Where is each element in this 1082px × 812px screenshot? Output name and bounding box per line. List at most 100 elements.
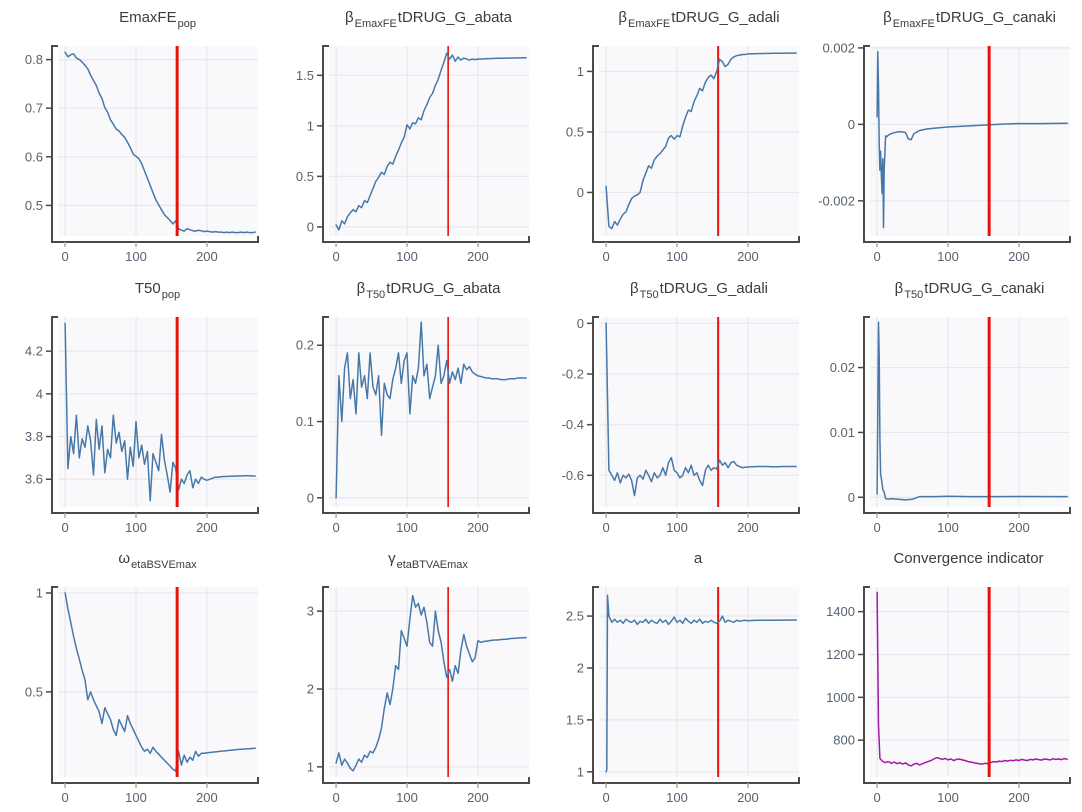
- plot-panel: [869, 316, 1070, 507]
- y-tick-label: -0.4: [562, 417, 584, 432]
- x-tick-label: 200: [467, 249, 489, 264]
- plot-canvas: 1 1.5 2 2.5 0 100 200: [566, 586, 800, 805]
- plot-canvas: 0.5 1 0 100 200: [25, 586, 259, 805]
- plot-panel: [58, 316, 258, 507]
- plot-title-subscript: EmaxFE: [892, 18, 935, 30]
- y-tick-label: 0.6: [25, 149, 43, 164]
- y-tick-label: 4.2: [25, 343, 43, 358]
- plot-canvas: 3.6 3.8 4 4.2 0 100 200: [25, 315, 259, 535]
- x-axis-spine: [321, 506, 530, 514]
- y-tick-label: 0.8: [25, 52, 43, 67]
- y-tick-label: 0.5: [566, 124, 584, 139]
- x-tick-label: 100: [937, 790, 959, 805]
- plot-title-subscript: EmaxFE: [354, 18, 397, 30]
- plot-canvas: 0 -0.2 -0.4 -0.6 0 100 200: [562, 315, 800, 535]
- y-tick-label: 2.5: [566, 609, 584, 624]
- plot-title: γetaBTVAEmax: [388, 551, 469, 571]
- parameter-trace-line: [605, 322, 797, 497]
- plot-canvas: 0 0.5 1 1.5 0 100 200: [295, 45, 530, 264]
- x-axis-spine: [862, 506, 1071, 514]
- x-tick-label: 0: [61, 249, 68, 264]
- x-tick-label: 0: [332, 790, 339, 805]
- y-tick-label: 1: [306, 118, 313, 133]
- subplot--emaxfetdrug-g-canaki: βEmaxFEtDRUG_G_canaki -0.002 0 0.002 0 100 200: [812, 0, 1082, 271]
- x-tick-label: 100: [396, 249, 418, 264]
- parameter-trace-line: [605, 594, 797, 773]
- x-tick-label: 0: [332, 520, 339, 535]
- y-tick-label: 0.1: [295, 414, 313, 429]
- plot-title-main: T50: [134, 279, 161, 297]
- y-tick-label: 1: [577, 64, 584, 79]
- plot-canvas: 0 0.1 0.2 0 100 200: [295, 315, 530, 535]
- y-axis-spine: [51, 45, 58, 236]
- x-tick-label: 200: [737, 790, 759, 805]
- y-tick-label: 3.8: [25, 429, 43, 444]
- plot-title-main: β: [894, 279, 904, 297]
- x-tick-label: 200: [467, 790, 489, 805]
- y-tick-label: 0.7: [25, 101, 43, 116]
- plot-title-main: EmaxFE: [119, 9, 177, 26]
- y-tick-label: 0.002: [822, 40, 855, 55]
- y-tick-label: 0.5: [295, 169, 313, 184]
- y-tick-label: 4: [36, 386, 43, 401]
- x-axis-spine: [592, 236, 800, 243]
- plot-title: Convergence indicator: [893, 551, 1045, 567]
- y-tick-label: 0: [577, 315, 584, 330]
- x-tick-label: 100: [937, 520, 959, 535]
- parameter-trace-line: [64, 51, 256, 234]
- plot-title-main: β: [344, 9, 354, 26]
- x-axis-spine: [592, 777, 800, 785]
- subplot--emaxfetdrug-g-adali: βEmaxFEtDRUG_G_adali 0 0.5 1 0 100 200: [541, 0, 812, 271]
- plot-title-main: ω: [118, 550, 131, 568]
- parameter-trace-line: [64, 322, 256, 502]
- subplot--etabsvemax: ωetaBSVEmax 0.5 1 0 100 200: [0, 541, 271, 812]
- plot-canvas: 0 0.5 1 0 100 200: [566, 45, 800, 264]
- y-tick-label: 1: [36, 586, 43, 601]
- parameter-trace-line: [334, 321, 527, 499]
- x-tick-label: 0: [873, 790, 880, 805]
- x-tick-label: 100: [937, 249, 959, 264]
- y-tick-label: 1: [577, 765, 584, 780]
- plot-title-suffix: tDRUG_G_canaki: [935, 9, 1056, 26]
- plot-canvas: 0.5 0.6 0.7 0.8 0 100 200: [25, 45, 259, 264]
- plot-panel: [328, 46, 529, 236]
- x-tick-label: 0: [873, 249, 880, 264]
- plot-canvas: 1 2 3 0 100 200: [306, 586, 530, 805]
- y-tick-label: 1400: [826, 604, 855, 619]
- y-tick-label: 1.5: [566, 713, 584, 728]
- x-tick-label: 100: [666, 249, 688, 264]
- y-tick-label: -0.002: [818, 193, 855, 208]
- y-tick-label: 0: [306, 219, 313, 234]
- y-axis-spine: [862, 45, 870, 236]
- x-tick-label: 100: [125, 520, 147, 535]
- y-axis-spine: [321, 586, 329, 778]
- plot-panel: [599, 46, 799, 236]
- x-tick-label: 100: [125, 790, 147, 805]
- plot-title-subscript: pop: [161, 288, 181, 301]
- y-tick-label: 2: [306, 682, 313, 697]
- plot-panel: [328, 587, 529, 778]
- x-tick-label: 200: [1008, 520, 1030, 535]
- plot-title-main: a: [693, 550, 703, 568]
- plot-title-subscript: T50: [366, 288, 386, 301]
- x-tick-label: 0: [332, 249, 339, 264]
- x-axis-spine: [862, 777, 1071, 785]
- plot-panel: [58, 587, 258, 778]
- x-tick-label: 200: [737, 520, 759, 535]
- plot-title-suffix: tDRUG_G_canaki: [924, 279, 1045, 297]
- y-tick-label: 800: [833, 733, 855, 748]
- x-tick-label: 100: [666, 520, 688, 535]
- x-axis-spine: [321, 777, 530, 785]
- plot-canvas: 800 1000 1200 1400 0 100 200: [826, 586, 1071, 805]
- plot-panel: [599, 587, 799, 778]
- x-tick-label: 100: [396, 790, 418, 805]
- y-axis-spine: [592, 45, 599, 236]
- subplot-emaxfepop: EmaxFEpop 0.5 0.6 0.7 0.8 0 100 200: [0, 0, 271, 271]
- plot-title-main: β: [883, 9, 892, 26]
- plot-title-suffix: tDRUG_G_adali: [659, 279, 768, 297]
- y-tick-label: 1200: [826, 647, 855, 662]
- subplot--emaxfetdrug-g-abata: βEmaxFEtDRUG_G_abata 0 0.5 1 1.5 0 100 200: [271, 0, 542, 271]
- y-axis-spine: [321, 315, 329, 507]
- parameter-trace-line: [64, 592, 256, 773]
